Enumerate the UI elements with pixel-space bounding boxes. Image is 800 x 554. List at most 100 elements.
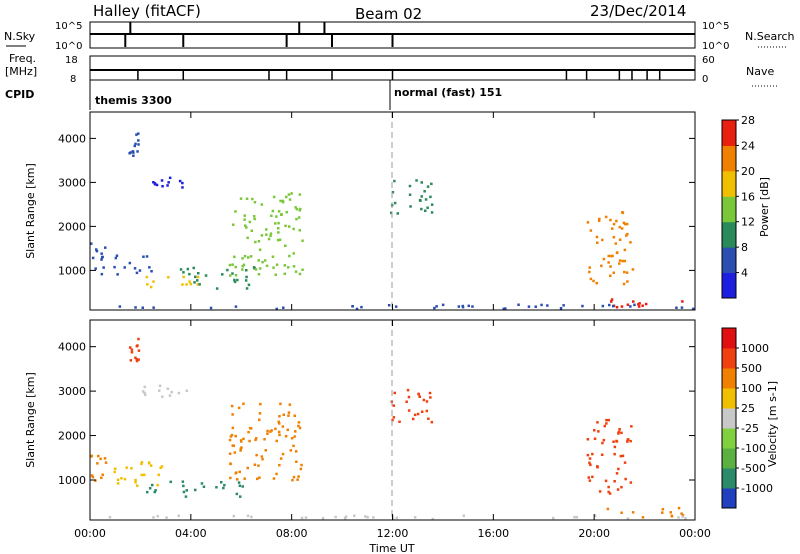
velocity-cell: [591, 475, 594, 479]
power-cell: [245, 197, 249, 200]
velocity-cell: [670, 515, 674, 518]
velocity-cell: [238, 470, 241, 474]
velocity-cell: [259, 402, 262, 406]
velocity-colorbar-tick-label: -100: [741, 442, 766, 455]
velocity-cell: [129, 346, 132, 349]
velocity-cell: [607, 485, 610, 489]
velocity-cell: [277, 430, 281, 434]
velocity-ytick-label: 3000: [58, 385, 86, 398]
power-cell: [275, 215, 278, 218]
power-cell: [114, 256, 118, 260]
power-cell: [141, 306, 144, 309]
velocity-cell: [137, 358, 140, 361]
power-cell: [283, 264, 287, 267]
power-cell: [245, 226, 248, 229]
velocity-cell: [279, 457, 283, 460]
power-ytick-label: 1000: [58, 264, 86, 277]
velocity-cell: [417, 393, 420, 396]
power-cell: [204, 274, 208, 277]
power-cell: [675, 306, 678, 309]
power-cell: [620, 227, 624, 230]
power-cell: [153, 182, 157, 185]
power-cell: [277, 227, 280, 230]
velocity-cell: [137, 337, 140, 341]
velocity-cell: [263, 438, 266, 441]
velocity-cell: [596, 465, 599, 469]
power-cell: [257, 273, 261, 276]
velocity-cell: [618, 428, 621, 431]
velocity-cell: [293, 414, 296, 417]
velocity-cell: [608, 492, 612, 495]
power-cell: [274, 222, 277, 225]
power-cell: [135, 133, 138, 136]
velocity-cell: [587, 476, 590, 479]
power-cell: [269, 232, 273, 235]
nsky-tick-low: 10^0: [55, 41, 82, 52]
velocity-cell: [364, 515, 367, 518]
power-cell: [150, 270, 153, 273]
velocity-cell: [420, 410, 424, 413]
power-cell: [260, 234, 264, 237]
velocity-cell: [156, 483, 159, 487]
nave-label: Nave: [746, 65, 774, 78]
velocity-cell: [182, 490, 186, 494]
velocity-cell: [281, 452, 285, 456]
velocity-cell: [641, 516, 645, 519]
power-cell: [136, 150, 139, 153]
nave-tick-low: 0: [702, 74, 708, 85]
power-cell: [188, 280, 191, 283]
velocity-cell: [594, 514, 597, 518]
velocity-cell: [669, 511, 672, 514]
power-cell: [182, 275, 185, 279]
velocity-cell: [425, 400, 429, 403]
power-cell: [168, 176, 172, 180]
power-cell: [609, 218, 612, 222]
velocity-colorbar-swatch: [722, 368, 736, 389]
power-cell: [393, 179, 396, 183]
velocity-cell: [425, 409, 429, 413]
power-cell: [581, 304, 584, 308]
power-cell: [602, 257, 606, 261]
power-cell: [637, 305, 641, 308]
power-cell: [621, 211, 624, 214]
velocity-colorbar-tick-label: -500: [741, 462, 766, 475]
power-cell: [243, 254, 247, 258]
velocity-cell: [151, 483, 154, 487]
power-cell: [623, 270, 626, 274]
power-colorbar-swatch: [722, 120, 736, 146]
velocity-cell: [429, 396, 432, 399]
power-cell: [135, 271, 139, 275]
velocity-colorbar-tick-label: -25: [741, 422, 759, 435]
power-cell: [101, 255, 104, 259]
velocity-cell: [140, 461, 144, 464]
velocity-cell: [185, 489, 188, 492]
velocity-cell: [140, 473, 143, 477]
power-cell: [623, 248, 627, 252]
power-cell: [633, 303, 636, 307]
velocity-cell: [598, 490, 602, 493]
velocity-ylabel: Slant Range [km]: [24, 372, 37, 468]
velocity-cell: [230, 433, 234, 437]
velocity-cell: [617, 467, 620, 471]
velocity-cell: [282, 413, 285, 416]
velocity-cell: [258, 476, 261, 479]
velocity-cell: [228, 452, 232, 455]
velocity-cell: [258, 418, 261, 421]
velocity-cell: [392, 416, 396, 419]
power-cell: [629, 241, 632, 244]
velocity-cell: [299, 467, 303, 471]
velocity-cell: [143, 391, 146, 395]
velocity-cell: [284, 435, 288, 438]
power-cell: [420, 207, 423, 211]
power-cell: [292, 252, 295, 255]
time-axis: 00:00 04:00 08:00 12:00 16:00 20:00 00:00: [74, 112, 711, 540]
velocity-cell: [256, 477, 259, 481]
velocity-cell: [416, 412, 420, 416]
power-cell: [288, 198, 292, 201]
power-cell: [615, 306, 619, 309]
power-cell: [625, 234, 628, 237]
velocity-cell: [241, 485, 244, 488]
power-cell: [234, 265, 237, 269]
velocity-colorbar: 1000 500 100 25 -25 -100 -500 -1000: [721, 327, 773, 509]
power-ytick-label: 2000: [58, 220, 86, 233]
